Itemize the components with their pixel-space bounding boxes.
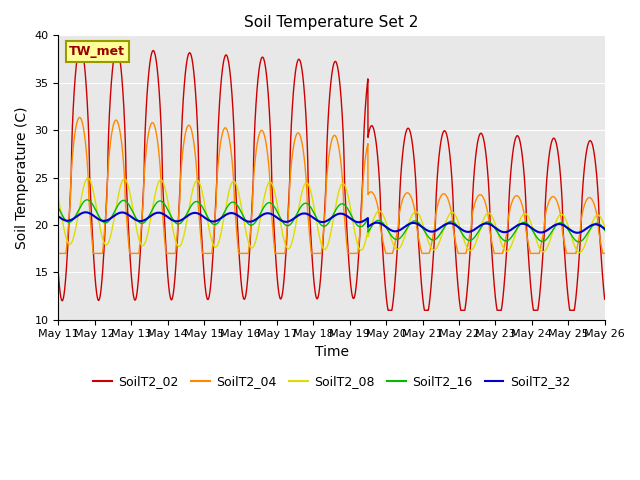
SoilT2_02 [384, 307, 392, 313]
SoilT2_32 [188, 211, 195, 216]
SoilT2_08 [576, 250, 584, 255]
X-axis label: Time: Time [314, 345, 349, 359]
SoilT2_08 [596, 214, 604, 220]
SoilT2_08 [601, 224, 609, 229]
SoilT2_02 [260, 58, 268, 64]
SoilT2_08 [84, 175, 92, 181]
SoilT2_02 [182, 71, 189, 76]
SoilT2_04 [260, 132, 268, 138]
SoilT2_16 [54, 205, 62, 211]
SoilT2_02 [300, 77, 307, 83]
SoilT2_08 [184, 210, 192, 216]
SoilT2_16 [596, 222, 604, 228]
SoilT2_02 [601, 296, 609, 302]
SoilT2_16 [601, 228, 609, 233]
SoilT2_08 [182, 226, 189, 232]
SoilT2_02 [77, 43, 84, 49]
Text: TW_met: TW_met [69, 45, 125, 58]
SoilT2_08 [300, 185, 307, 191]
SoilT2_02 [54, 272, 62, 277]
SoilT2_32 [596, 223, 604, 229]
SoilT2_32 [54, 214, 62, 219]
Line: SoilT2_04: SoilT2_04 [58, 118, 605, 253]
SoilT2_16 [575, 239, 582, 245]
SoilT2_08 [54, 195, 62, 201]
Line: SoilT2_08: SoilT2_08 [58, 178, 605, 252]
SoilT2_02 [596, 243, 604, 249]
Line: SoilT2_02: SoilT2_02 [58, 46, 605, 310]
SoilT2_32 [300, 211, 307, 216]
SoilT2_04 [76, 115, 83, 120]
SoilT2_04 [184, 122, 192, 128]
SoilT2_04 [182, 131, 189, 137]
SoilT2_32 [573, 230, 581, 236]
SoilT2_04 [300, 148, 307, 154]
SoilT2_08 [260, 194, 268, 200]
SoilT2_16 [188, 203, 195, 209]
SoilT2_04 [188, 126, 195, 132]
SoilT2_32 [182, 215, 189, 220]
SoilT2_32 [601, 226, 609, 231]
SoilT2_16 [182, 214, 189, 219]
SoilT2_04 [601, 251, 609, 256]
SoilT2_04 [54, 251, 62, 256]
SoilT2_02 [184, 52, 192, 58]
SoilT2_16 [83, 197, 91, 203]
Title: Soil Temperature Set 2: Soil Temperature Set 2 [244, 15, 419, 30]
SoilT2_32 [260, 211, 268, 217]
Line: SoilT2_32: SoilT2_32 [58, 212, 605, 233]
SoilT2_04 [596, 238, 604, 244]
SoilT2_16 [260, 204, 268, 209]
SoilT2_16 [184, 208, 192, 214]
Y-axis label: Soil Temperature (C): Soil Temperature (C) [15, 106, 29, 249]
SoilT2_16 [300, 201, 307, 207]
SoilT2_08 [188, 194, 195, 200]
Legend: SoilT2_02, SoilT2_04, SoilT2_08, SoilT2_16, SoilT2_32: SoilT2_02, SoilT2_04, SoilT2_08, SoilT2_… [88, 370, 575, 393]
SoilT2_02 [188, 52, 195, 58]
Line: SoilT2_16: SoilT2_16 [58, 200, 605, 242]
SoilT2_32 [184, 213, 192, 218]
SoilT2_32 [82, 209, 90, 215]
